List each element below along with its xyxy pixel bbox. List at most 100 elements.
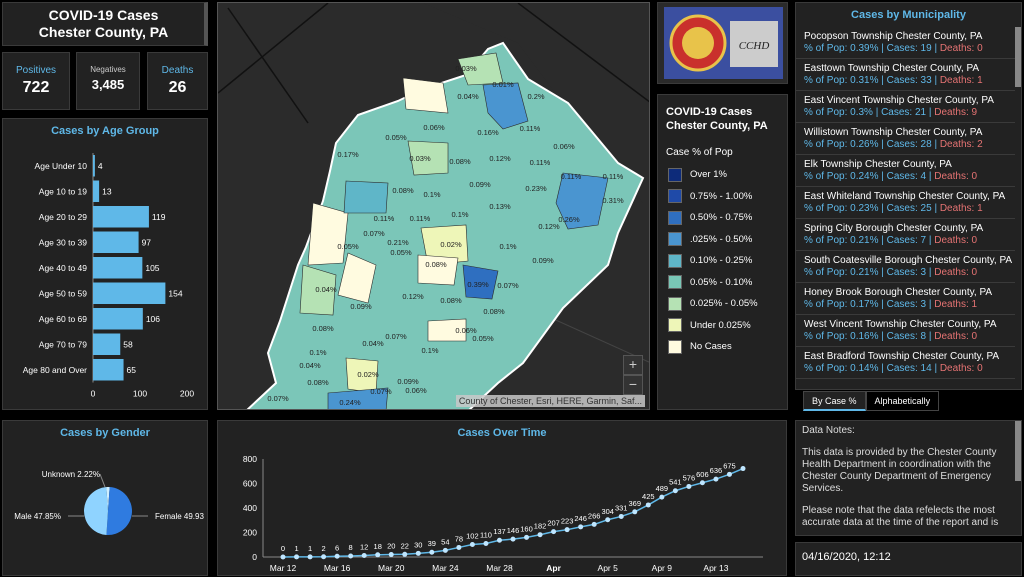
time-x-tick: Mar 28 bbox=[486, 563, 513, 573]
seal-center-icon bbox=[682, 27, 714, 59]
map-region-label: 0.04% bbox=[315, 285, 337, 294]
municipality-deaths: Deaths: 0 bbox=[934, 235, 978, 246]
notes-scrollbar[interactable] bbox=[1015, 421, 1021, 481]
municipality-item[interactable]: Elk Township Chester County, PA% of Pop:… bbox=[796, 155, 1015, 187]
legend-item: 0.025% - 0.05% bbox=[658, 293, 787, 315]
municipality-name: Easttown Township Chester County, PA bbox=[804, 63, 980, 74]
municipality-name: Spring City Borough Chester County, PA bbox=[804, 223, 984, 234]
municipality-stats: % of Pop: 0.23% | Cases: 25 | Deaths: 1 bbox=[804, 203, 1015, 215]
map-region-label: 0.07% bbox=[267, 394, 289, 403]
cases-point-label: 8 bbox=[349, 543, 353, 552]
age-bar bbox=[93, 333, 121, 355]
notes-paragraph-2: Please note that the data refelects the … bbox=[802, 505, 999, 528]
time-y-tick: 200 bbox=[243, 528, 257, 538]
map-region-label: 0.11% bbox=[520, 124, 541, 133]
municipality-name: Willistown Township Chester County, PA bbox=[804, 127, 983, 138]
municipality-item[interactable]: Spring City Borough Chester County, PA% … bbox=[796, 219, 1015, 251]
cases-point-label: 54 bbox=[441, 537, 449, 546]
age-bar bbox=[93, 206, 149, 228]
legend-item: 0.50% - 0.75% bbox=[658, 207, 787, 229]
municipality-pct-cases: % of Pop: 0.21% | Cases: 7 | bbox=[804, 235, 935, 246]
map-region-label: 0.07% bbox=[370, 387, 392, 396]
time-x-tick: Apr 5 bbox=[598, 563, 619, 573]
cases-point-label: 182 bbox=[534, 522, 547, 531]
map-region-label: 0.23% bbox=[525, 184, 547, 193]
cases-point bbox=[280, 554, 286, 560]
municipality-item[interactable]: South Coatesville Borough Chester County… bbox=[796, 251, 1015, 283]
map-region-label: 0.12% bbox=[538, 222, 560, 231]
cases-point bbox=[591, 521, 597, 527]
gender-label-unknown: Unknown 2.22% bbox=[42, 470, 100, 479]
map-region-label: 0.1% bbox=[451, 210, 468, 219]
tab-by-case-percent[interactable]: By Case % bbox=[803, 391, 866, 411]
map-region-label: 0.06% bbox=[423, 123, 445, 132]
map-region-label: 0.26% bbox=[558, 215, 580, 224]
notes-heading: Data Notes: bbox=[802, 425, 855, 436]
cases-point bbox=[605, 517, 611, 523]
legend-swatch bbox=[668, 210, 682, 225]
municipality-item[interactable]: East Bradford Township Chester County, P… bbox=[796, 347, 1015, 379]
title-line-1: COVID-19 Cases bbox=[48, 7, 159, 23]
map-canvas[interactable]: 0.03%0.01%0.2%0.04%0.06%0.16% 0.11%0.05%0… bbox=[218, 3, 650, 410]
map-attribution[interactable]: County of Chester, Esri, HERE, Garmin, S… bbox=[455, 395, 645, 407]
map-region-label: 0.08% bbox=[449, 157, 471, 166]
map-region-label: 0.02% bbox=[440, 240, 462, 249]
negatives-label: Negatives bbox=[90, 65, 126, 74]
gender-slice bbox=[84, 487, 108, 535]
municipality-deaths: Deaths: 0 bbox=[939, 43, 983, 54]
cases-point bbox=[645, 502, 651, 508]
age-category-label: Age Under 10 bbox=[35, 161, 88, 171]
county-map[interactable]: 0.03% 0.01% 0.2% 0.04% 0.06% 0.16% 0.11% 0.05% 0… bbox=[217, 2, 650, 410]
legend-title-1: COVID-19 Cases bbox=[666, 106, 753, 118]
cases-point-label: 304 bbox=[601, 507, 614, 516]
municipality-name: East Bradford Township Chester County, P… bbox=[804, 351, 1000, 362]
municipality-name: East Vincent Township Chester County, PA bbox=[804, 95, 994, 106]
map-region-label: 0.07% bbox=[385, 332, 407, 341]
municipality-item[interactable]: Honey Brook Borough Chester County, PA% … bbox=[796, 283, 1015, 315]
tab-alphabetically[interactable]: Alphabetically bbox=[865, 391, 940, 411]
municipality-deaths: Deaths: 9 bbox=[934, 107, 978, 118]
positives-value: 722 bbox=[22, 79, 50, 96]
zoom-in-button[interactable]: + bbox=[623, 355, 643, 375]
municipality-item[interactable]: East Vincent Township Chester County, PA… bbox=[796, 91, 1015, 123]
map-region-label: 0.05% bbox=[472, 334, 494, 343]
municipality-stats: % of Pop: 0.17% | Cases: 3 | Deaths: 1 bbox=[804, 299, 1015, 311]
map-region-label: 0.05% bbox=[385, 133, 407, 142]
cases-point bbox=[510, 536, 516, 542]
legend-item: Under 0.025% bbox=[658, 315, 787, 337]
cases-point bbox=[726, 471, 732, 477]
municipality-list[interactable]: Pocopson Township Chester County, PA% of… bbox=[796, 27, 1015, 389]
legend-title-2: Chester County, PA bbox=[666, 120, 768, 132]
map-region-label: 0.2% bbox=[527, 92, 544, 101]
map-region-label: 0.12% bbox=[402, 292, 424, 301]
map-region-label: 0.05% bbox=[337, 242, 359, 251]
legend-items: Over 1% 0.75% - 1.00% 0.50% - 0.75% .025% -… bbox=[658, 164, 787, 358]
municipality-name: South Coatesville Borough Chester County… bbox=[804, 255, 1013, 266]
cases-point-label: 675 bbox=[723, 461, 736, 470]
map-region-label: 0.03% bbox=[455, 64, 477, 73]
positives-stat: Positives 722 bbox=[2, 52, 70, 110]
legend-swatch bbox=[668, 232, 682, 247]
municipality-item[interactable]: Easttown Township Chester County, PA% of… bbox=[796, 59, 1015, 91]
municipality-item[interactable]: Willistown Township Chester County, PA% … bbox=[796, 123, 1015, 155]
age-x-tick: 200 bbox=[180, 389, 194, 399]
cchd-logo-graphic: CCHD bbox=[664, 7, 783, 79]
municipality-deaths: Deaths: 2 bbox=[939, 139, 983, 150]
cases-point bbox=[456, 544, 462, 550]
cases-point-label: 541 bbox=[669, 478, 682, 487]
age-bar bbox=[93, 282, 166, 304]
municipality-deaths: Deaths: 0 bbox=[939, 363, 983, 374]
age-category-label: Age 10 to 19 bbox=[39, 186, 87, 196]
gender-chart: Cases by Gender Male 47.85% Female 49.93 U… bbox=[2, 420, 208, 576]
municipality-pct-cases: % of Pop: 0.21% | Cases: 3 | bbox=[804, 267, 935, 278]
municipality-scrollbar[interactable] bbox=[1015, 27, 1021, 87]
municipality-item[interactable]: West Vincent Township Chester County, PA… bbox=[796, 315, 1015, 347]
municipality-stats: % of Pop: 0.16% | Cases: 8 | Deaths: 0 bbox=[804, 331, 1015, 343]
municipality-item[interactable]: East Whiteland Township Chester County, … bbox=[796, 187, 1015, 219]
cases-point bbox=[469, 542, 475, 548]
municipality-item[interactable]: Pocopson Township Chester County, PA% of… bbox=[796, 27, 1015, 59]
zoom-out-button[interactable]: − bbox=[623, 375, 643, 395]
cases-point bbox=[442, 547, 448, 553]
cases-point bbox=[483, 541, 489, 547]
age-category-label: Age 40 to 49 bbox=[39, 263, 87, 273]
